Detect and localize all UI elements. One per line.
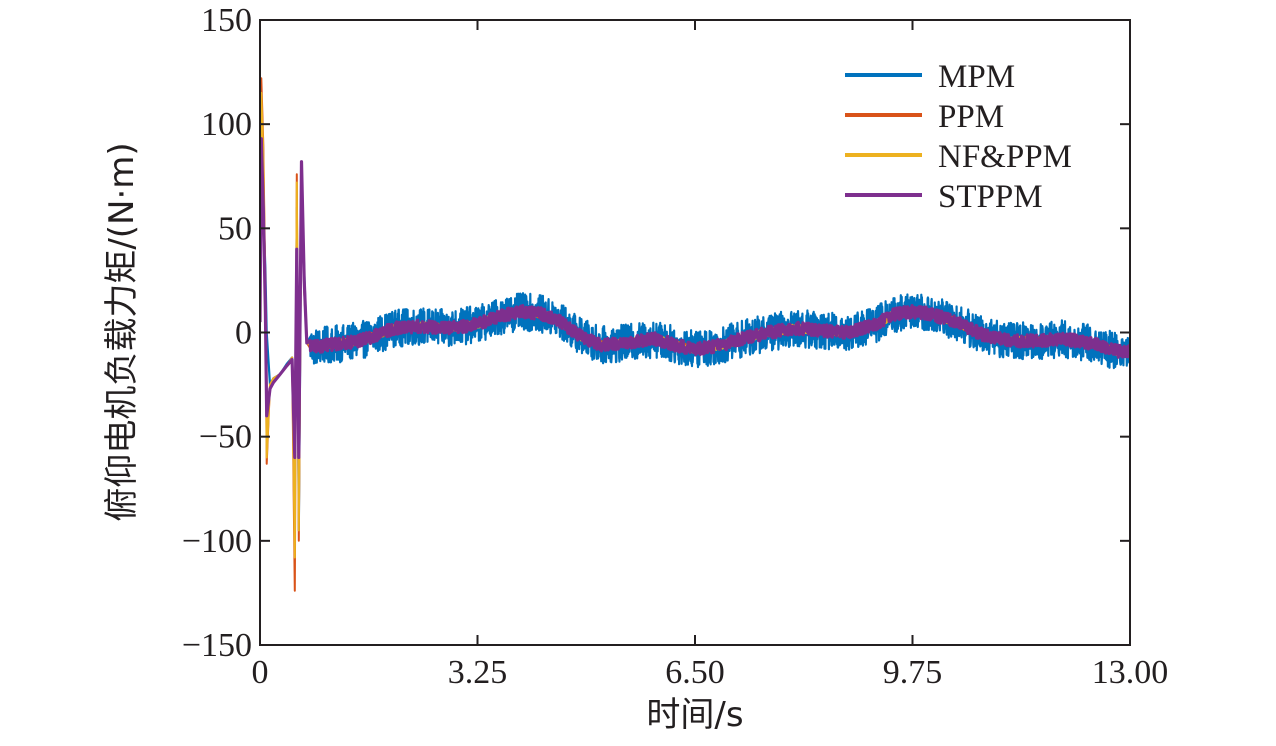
- x-tick-label: 6.50: [665, 654, 725, 691]
- y-tick-label: 50: [218, 210, 252, 247]
- tick-layer: [259, 19, 1131, 646]
- legend-label: PPM: [938, 99, 1004, 135]
- y-tick-label: 150: [201, 2, 252, 39]
- legend-label: STPPM: [938, 179, 1043, 215]
- legend-label: MPM: [938, 59, 1015, 95]
- y-tick-label: −150: [182, 627, 252, 664]
- x-tick-label: 9.75: [883, 654, 943, 691]
- x-tick-label: 13.00: [1092, 654, 1169, 691]
- tick-label-layer: 0 3.25 6.50 9.75 13.00 150 100 50 0 −50 −100 −150: [182, 2, 1168, 691]
- y-tick-label: 0: [235, 315, 252, 352]
- y-tick-label: −100: [182, 523, 252, 560]
- legend-label: NF&PPM: [938, 139, 1072, 175]
- y-axis-title: 俯仰电机负载力矩/(N·m): [102, 142, 142, 521]
- series-line-stppm: [260, 137, 1130, 460]
- x-axis-title: 时间/s: [646, 695, 743, 735]
- y-tick-label: −50: [199, 419, 252, 456]
- series-layer: [260, 77, 1130, 592]
- x-tick-label: 0: [252, 654, 269, 691]
- y-tick-label: 100: [201, 106, 252, 143]
- legend: MPM PPM NF&PPM STPPM: [845, 59, 1072, 215]
- x-tick-label: 3.25: [448, 654, 508, 691]
